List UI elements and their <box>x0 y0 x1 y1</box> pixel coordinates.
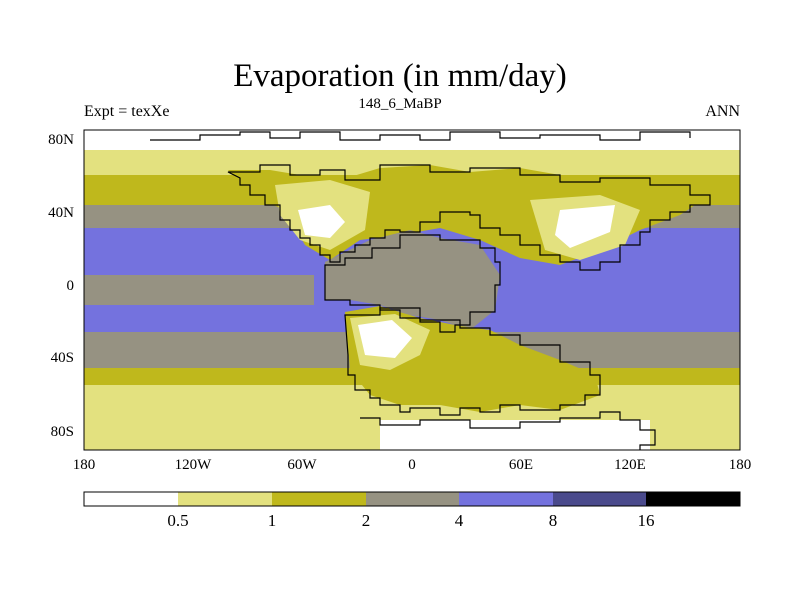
map-title: Evaporation (in mm/day) <box>233 58 567 94</box>
map-subtitle: 148_6_MaBP <box>358 96 442 112</box>
colorbar-tick-label: 4 <box>454 511 464 530</box>
colorbar-swatch-2 <box>178 492 272 506</box>
coastline-central <box>324 234 501 333</box>
equatorial-gray-band <box>84 275 314 305</box>
x-tick-label: 60W <box>287 457 317 473</box>
coastline-north <box>227 164 711 271</box>
south-polar-band <box>380 420 650 450</box>
colorbar-tick-label: 2 <box>361 511 371 530</box>
y-tick-label: 80N <box>48 132 74 148</box>
colorbar-tick-label: 8 <box>548 511 558 530</box>
x-tick-label: 180 <box>72 457 96 473</box>
colorbar-swatch-6 <box>553 492 646 506</box>
x-tick-label: 120E <box>614 457 646 473</box>
colorbar <box>83 491 741 507</box>
y-tick-label: 80S <box>50 424 74 440</box>
x-tick-label: 60E <box>508 457 534 473</box>
colorbar-tick-label: 16 <box>637 511 655 530</box>
y-tick-label: 40S <box>50 350 74 366</box>
colorbar-tick-label: 0.5 <box>167 511 189 530</box>
colorbar-tick-label: 1 <box>267 511 277 530</box>
x-tick-label: 120W <box>174 457 212 473</box>
season-label: ANN <box>705 103 740 120</box>
asia-dry-core <box>555 205 615 248</box>
colorbar-swatch-3 <box>272 492 366 506</box>
x-tick-label: 0 <box>408 457 416 473</box>
coastline-south <box>344 307 601 416</box>
colorbar-swatch-5 <box>459 492 553 506</box>
colorbar-swatch-4 <box>366 492 459 506</box>
central-landmass <box>325 230 500 330</box>
northern-dry-core <box>298 205 345 238</box>
coastline-antarctic <box>360 411 656 450</box>
coastline-arctic <box>150 131 691 141</box>
experiment-label: Expt = texXe <box>84 103 170 120</box>
x-tick-label: 180 <box>728 457 752 473</box>
y-tick-label: 40N <box>48 205 74 221</box>
colorbar-frame <box>83 491 741 507</box>
y-tick-label: 0 <box>66 278 75 294</box>
colorbar-swatch-1 <box>84 492 178 506</box>
colorbar-swatch-7 <box>646 492 740 506</box>
plot-frame <box>83 129 741 451</box>
southern-dry-core <box>358 320 412 358</box>
